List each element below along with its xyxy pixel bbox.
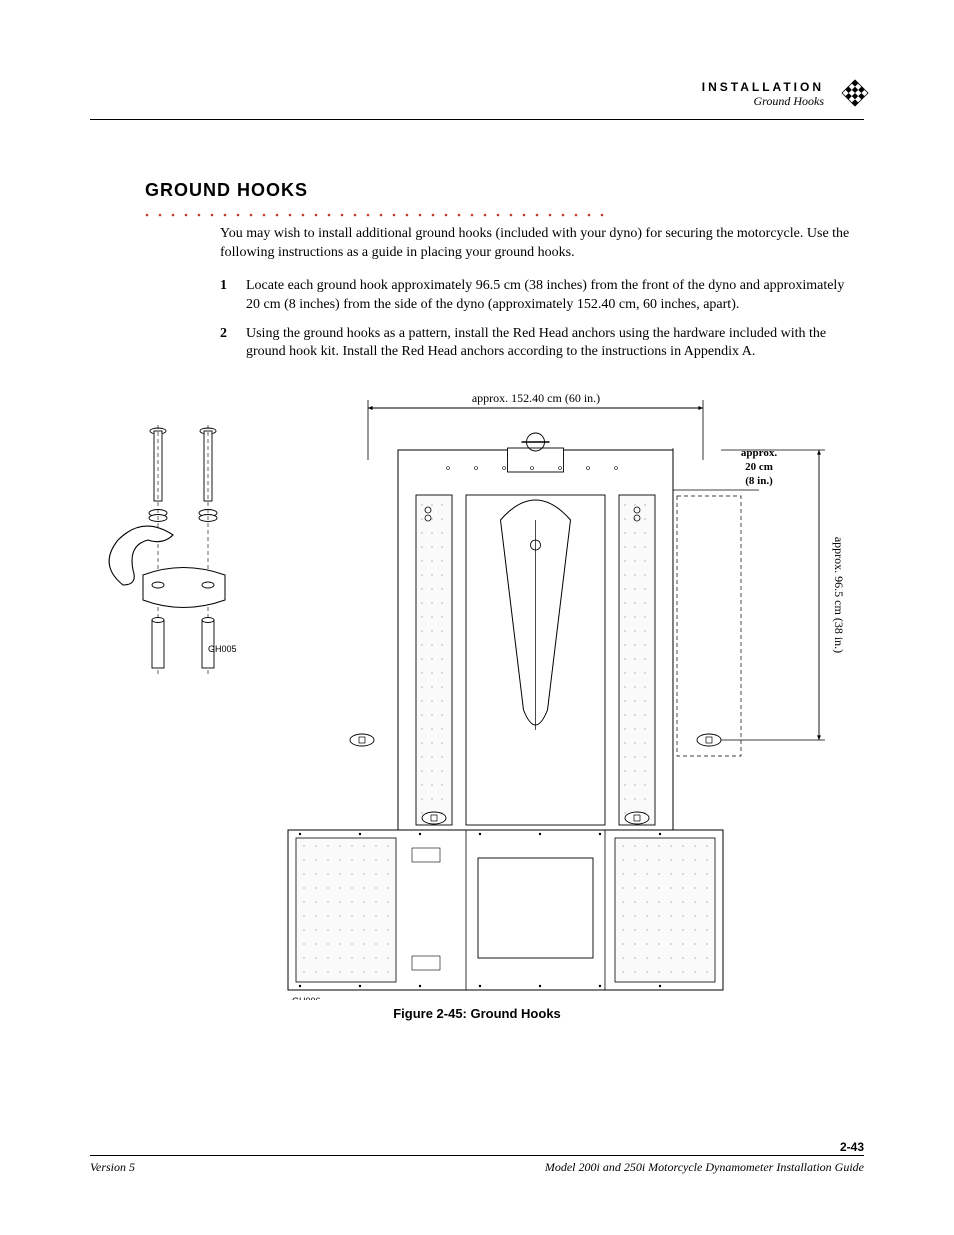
step-text: Locate each ground hook approximately 96…	[246, 277, 854, 315]
body-text: You may wish to install additional groun…	[220, 225, 854, 362]
footer-title: Model 200i and 250i Motorcycle Dynamomet…	[545, 1160, 864, 1175]
figure-caption: Figure 2-45: Ground Hooks	[90, 1006, 864, 1021]
header-chapter: INSTALLATION	[702, 80, 824, 94]
svg-text:GH006: GH006	[292, 996, 321, 1000]
section-title: GROUND HOOKS	[145, 180, 864, 201]
svg-text:approx. 152.40 cm (60 in.): approx. 152.40 cm (60 in.)	[472, 391, 600, 405]
svg-text:approx. 96.5 cm (38 in.): approx. 96.5 cm (38 in.)	[832, 537, 846, 653]
ground-hooks-diagram: GH005 approx. 152.40 cm (60 in.) GH006 appr…	[98, 380, 858, 1000]
page-header: INSTALLATION Ground Hooks	[90, 80, 864, 120]
figure-area: GH005 approx. 152.40 cm (60 in.) GH006 appr…	[98, 380, 858, 1000]
footer-version: Version 5	[90, 1160, 135, 1175]
header-section: Ground Hooks	[702, 94, 824, 109]
step-number: 2	[220, 325, 246, 363]
step-list: 1Locate each ground hook approximately 9…	[220, 277, 854, 363]
page-number: 2-43	[834, 1140, 864, 1154]
footer-rule: 2-43	[90, 1155, 864, 1156]
svg-text:20 cm: 20 cm	[745, 461, 773, 473]
checkered-flag-icon	[838, 76, 872, 110]
dotted-rule	[145, 205, 864, 211]
svg-text:(8 in.): (8 in.)	[745, 475, 773, 487]
page-footer: 2-43 Version 5 Model 200i and 250i Motor…	[90, 1155, 864, 1175]
svg-text:approx.: approx.	[741, 447, 777, 459]
header-text: INSTALLATION Ground Hooks	[702, 80, 824, 109]
step-item: 2Using the ground hooks as a pattern, in…	[220, 325, 854, 363]
step-number: 1	[220, 277, 246, 315]
step-text: Using the ground hooks as a pattern, ins…	[246, 325, 854, 363]
step-item: 1Locate each ground hook approximately 9…	[220, 277, 854, 315]
intro-paragraph: You may wish to install additional groun…	[220, 225, 854, 263]
svg-text:GH005: GH005	[208, 644, 237, 654]
